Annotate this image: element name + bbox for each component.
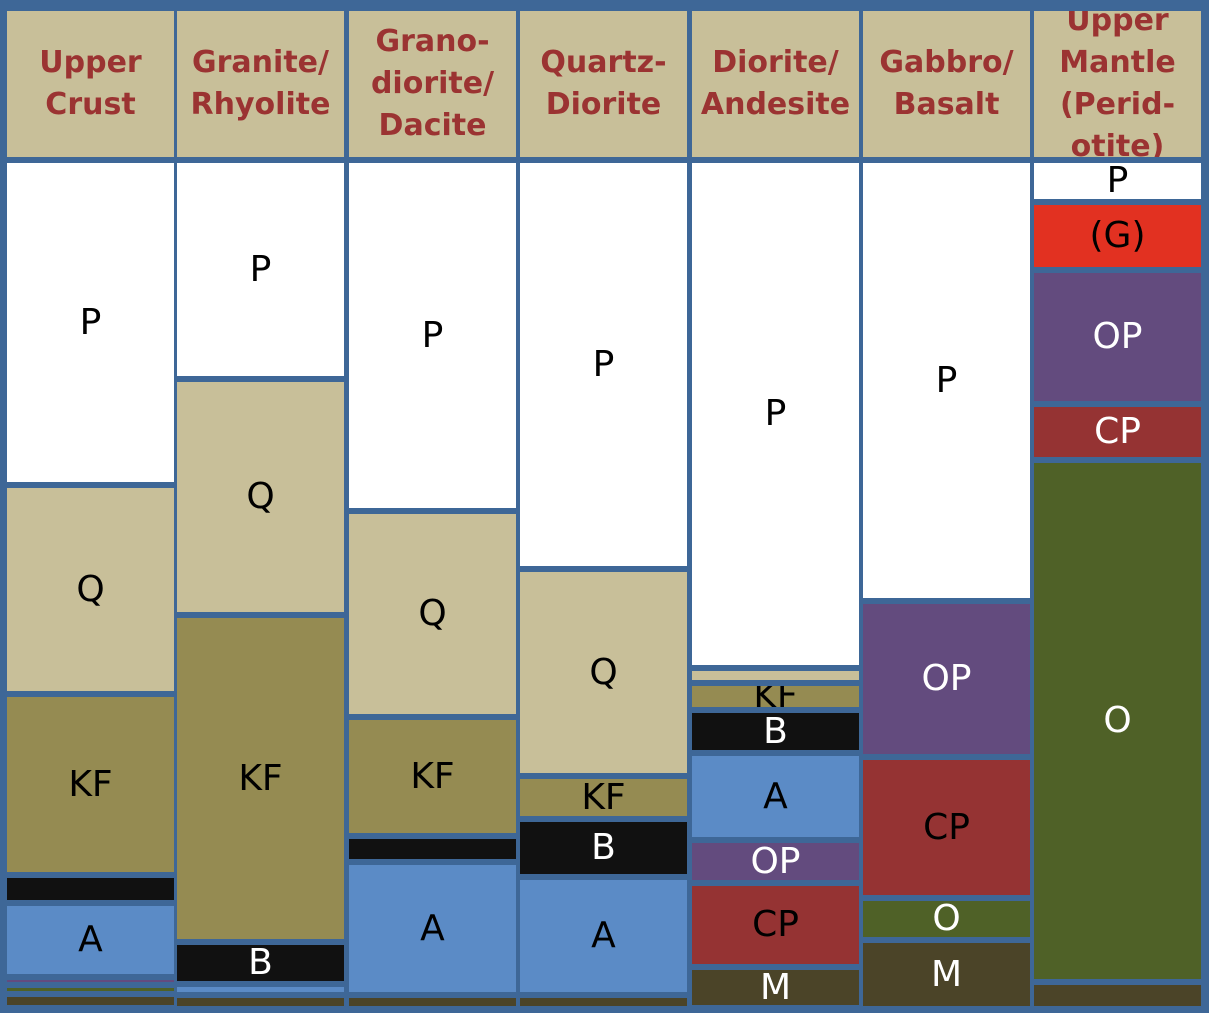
mineral-segment-p: P — [517, 160, 690, 569]
column-header: Diorite/ Andesite — [689, 8, 862, 160]
mineral-segment-m — [4, 994, 177, 1008]
mineral-segment-b — [346, 836, 519, 862]
column-header: Upper Mantle (Perid- otite) — [1031, 8, 1204, 160]
mineral-segment-q: Q — [4, 485, 177, 694]
mineral-segment-q: Q — [517, 569, 690, 776]
mineral-label: B — [591, 827, 616, 868]
mineral-label: P — [249, 248, 272, 290]
mineral-label: P — [421, 314, 444, 356]
column-header-label: Quartz- Diorite — [540, 45, 667, 122]
mineral-label: (G) — [1089, 215, 1146, 256]
mineral-segment-m: M — [689, 967, 862, 1008]
column-header-label: Grano- diorite/ Dacite — [370, 24, 495, 143]
column-header-label: Gabbro/ Basalt — [879, 45, 1014, 122]
mineral-segment-p: P — [1031, 160, 1204, 202]
mineral-label: M — [930, 953, 963, 995]
mineral-label: A — [78, 919, 103, 960]
mineral-label: P — [592, 343, 615, 385]
mineral-segment-b — [4, 875, 177, 903]
column-header-label: Granite/ Rhyolite — [190, 45, 331, 122]
mineral-label: Q — [246, 476, 275, 517]
column-header: Upper Crust — [4, 8, 177, 160]
mineral-segment-p: P — [4, 160, 177, 485]
column-header-label: Upper Mantle (Perid- otite) — [1059, 8, 1176, 160]
mineral-label: Q — [418, 593, 447, 634]
mineral-segment-g: (G) — [1031, 202, 1204, 270]
mineral-segment-b: B — [689, 710, 862, 753]
mineral-segment-o: O — [860, 898, 1033, 940]
mineral-segment-m — [517, 995, 690, 1009]
mineral-label: P — [79, 301, 102, 343]
mineral-label: CP — [923, 806, 970, 848]
mineral-segment-kf: KF — [174, 615, 347, 942]
mineral-label: KF — [753, 683, 798, 710]
mineral-segment-a: A — [517, 877, 690, 995]
mineral-segment-p: P — [346, 160, 519, 511]
mineral-label: OP — [750, 840, 801, 882]
mineral-segment-b: B — [174, 942, 347, 984]
mineral-segment-op: OP — [860, 601, 1033, 757]
mineral-label: B — [763, 710, 788, 752]
mineral-segment-cp: CP — [1031, 404, 1204, 460]
mineral-segment-b: B — [517, 819, 690, 877]
column-header: Grano- diorite/ Dacite — [346, 8, 519, 160]
mineral-label: KF — [581, 776, 626, 818]
mineral-label: Q — [76, 568, 105, 610]
mineral-segment-op — [4, 977, 177, 985]
mineral-segment-o — [4, 985, 177, 994]
mineral-label: B — [248, 942, 273, 983]
column-header: Gabbro/ Basalt — [860, 8, 1033, 160]
mineral-label: P — [1106, 160, 1129, 201]
mineral-label: KF — [68, 763, 113, 805]
mineral-label: A — [591, 915, 616, 956]
mineral-segment-a — [174, 984, 347, 995]
mineral-segment-p: P — [174, 160, 347, 379]
mineral-segment-m: M — [860, 940, 1033, 1009]
mineral-segment-a: A — [346, 862, 519, 995]
mineral-segment-a: A — [689, 753, 862, 840]
mineral-label: A — [763, 775, 788, 817]
mineral-segment-kf: KF — [517, 776, 690, 819]
mineral-segment-op: OP — [1031, 270, 1204, 404]
mineral-label: CP — [752, 904, 799, 945]
mineral-label: O — [1103, 700, 1132, 741]
mineral-segment-p: P — [689, 160, 862, 668]
mineral-segment-a: A — [4, 903, 177, 977]
mineral-segment-op: OP — [689, 840, 862, 883]
mineral-label: KF — [238, 757, 283, 799]
mineral-label: O — [932, 898, 961, 939]
mineral-segment-kf: KF — [346, 717, 519, 836]
column-header: Granite/ Rhyolite — [174, 8, 347, 160]
mineral-segment-kf: KF — [4, 694, 177, 875]
mineral-segment-q: Q — [346, 511, 519, 717]
mineral-segment-q — [689, 668, 862, 683]
mineral-segment-p: P — [860, 160, 1033, 601]
mineral-segment-q: Q — [174, 379, 347, 615]
mineral-label: M — [759, 967, 792, 1008]
mineral-label: P — [764, 393, 787, 434]
column-header: Quartz- Diorite — [517, 8, 690, 160]
mineral-segment-o: O — [1031, 460, 1204, 982]
mineral-segment-m — [174, 995, 347, 1009]
mineral-segment-kf: KF — [689, 683, 862, 710]
column-header-label: Diorite/ Andesite — [700, 45, 851, 122]
column-header-label: Upper Crust — [39, 45, 142, 122]
mineral-label: Q — [589, 651, 618, 693]
mineral-label: A — [420, 907, 445, 949]
mineral-segment-m — [1031, 982, 1204, 1009]
mineral-segment-cp: CP — [860, 757, 1033, 898]
mineral-label: KF — [410, 755, 455, 797]
mineral-segment-cp: CP — [689, 883, 862, 967]
mineral-label: CP — [1094, 411, 1141, 452]
mineral-label: OP — [921, 658, 972, 699]
mineral-label: P — [935, 359, 958, 401]
mineral-label: OP — [1092, 316, 1143, 357]
mineral-segment-m — [346, 995, 519, 1009]
